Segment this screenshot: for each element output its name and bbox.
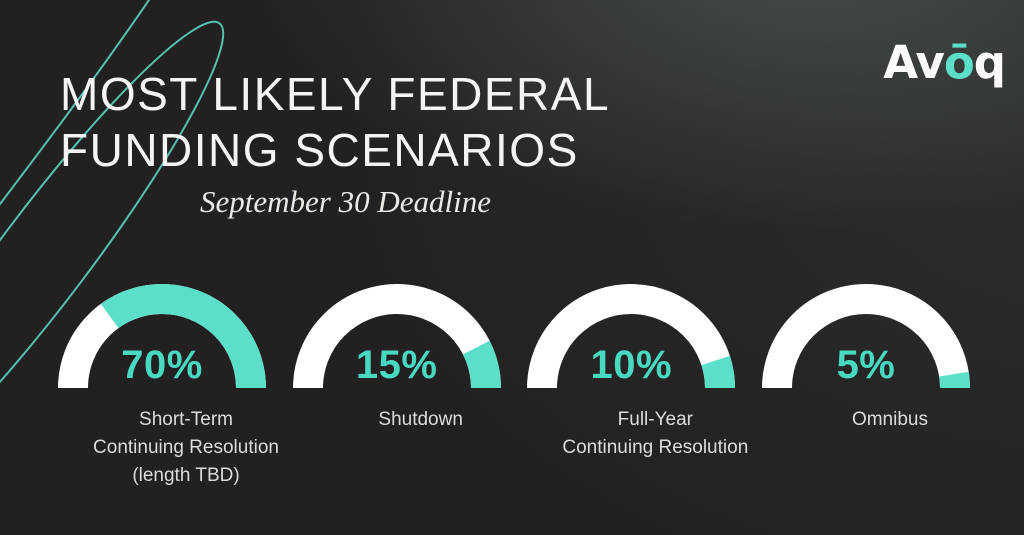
- gauge-value: 10%: [590, 343, 673, 387]
- gauge-short-term-cr: 70% Short-Term Continuing Resolution (le…: [56, 284, 279, 490]
- gauge-chart: [58, 284, 266, 389]
- gauge-track-arc: [761, 284, 970, 389]
- gauge-row: 70% Short-Term Continuing Resolution (le…: [56, 284, 972, 490]
- gauge-track-arc: [527, 284, 736, 389]
- brand-logo-o-macron: ō: [943, 36, 975, 89]
- page-title: MOST LIKELY FEDERAL FUNDING SCENARIOS: [60, 66, 610, 178]
- gauge-chart: [761, 284, 970, 389]
- gauge-value: 5%: [836, 343, 896, 387]
- gauge-chart: [292, 284, 501, 389]
- page-title-line2: FUNDING SCENARIOS: [60, 124, 579, 176]
- gauge-value: 70%: [121, 343, 203, 387]
- gauge-label: Full-Year Continuing Resolution: [562, 409, 749, 458]
- gauge-fill-arc: [58, 284, 266, 389]
- gauge-fill-arc: [292, 284, 501, 389]
- gauge-omnibus: 5% Omnibus: [760, 284, 972, 490]
- gauge-label: Short-Term Continuing Resolution (length…: [93, 409, 279, 486]
- gauge-arc-wrap: 15%: [291, 284, 503, 390]
- gauge-label: Shutdown: [378, 409, 463, 430]
- gauge-arc-wrap: 70%: [56, 284, 268, 390]
- gauge-arc-wrap: 5%: [760, 284, 972, 390]
- gauge-full-year-cr: 10% Full-Year Continuing Resolution: [525, 284, 748, 490]
- gauge-arc-wrap: 10%: [525, 284, 737, 390]
- brand-logo: Avōq: [883, 40, 1006, 85]
- page-subtitle: September 30 Deadline: [200, 184, 491, 219]
- page-title-line1: MOST LIKELY FEDERAL: [60, 68, 611, 120]
- brand-logo-prefix: Av: [883, 36, 945, 89]
- gauge-label: Omnibus: [851, 409, 928, 430]
- gauge-shutdown: 15% Shutdown: [291, 284, 503, 490]
- gauge-value: 15%: [355, 343, 438, 387]
- gauge-chart: [527, 284, 736, 389]
- brand-logo-suffix: q: [973, 36, 1006, 89]
